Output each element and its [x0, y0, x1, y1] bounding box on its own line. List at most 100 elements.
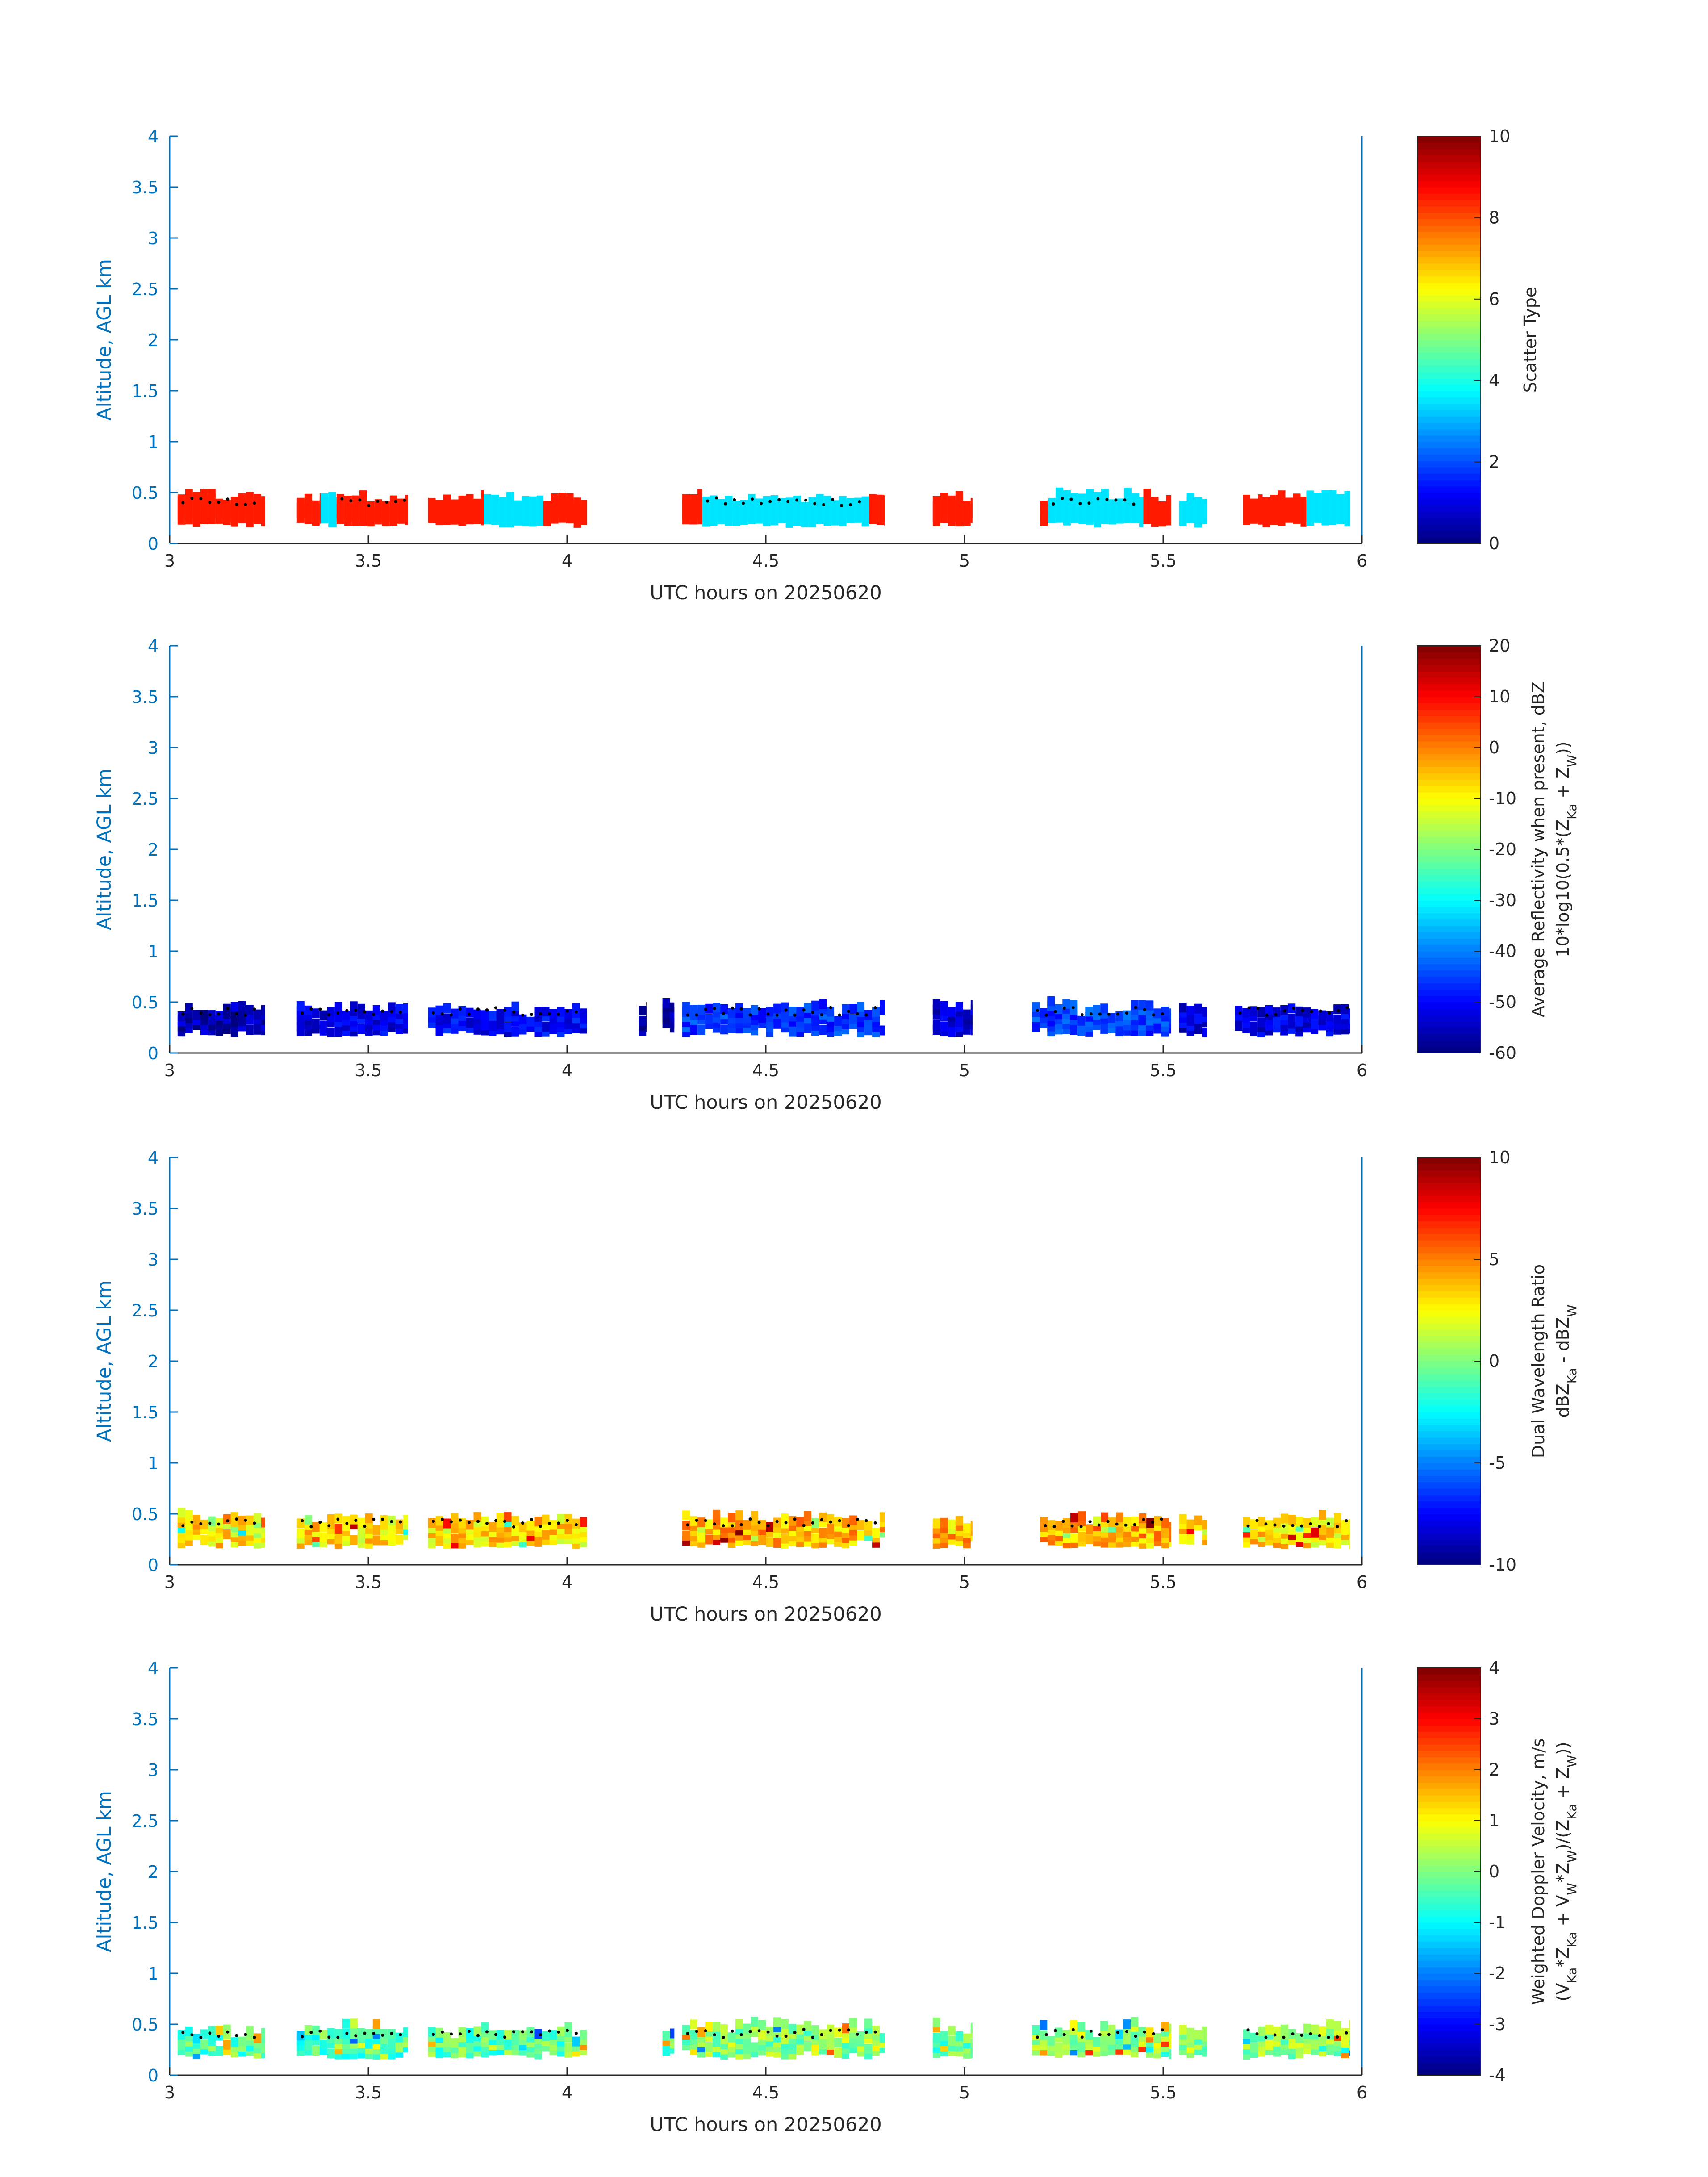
- data-cell: [573, 497, 581, 508]
- data-cell: [940, 1517, 948, 1528]
- colorbar-step: [1417, 1040, 1481, 1047]
- colorbar-step: [1417, 2031, 1481, 2038]
- marker-dot: [1052, 1525, 1056, 1529]
- colorbar-step: [1417, 913, 1481, 920]
- colorbar-step: [1417, 1738, 1481, 1745]
- data-cell: [796, 1007, 804, 1017]
- data-segment: [484, 492, 543, 527]
- marker-dot: [557, 1013, 560, 1016]
- marker-dot: [199, 2036, 203, 2039]
- marker-dot: [1291, 1524, 1295, 1527]
- marker-dot: [476, 1520, 480, 1523]
- marker-dot: [208, 1013, 212, 1016]
- colorbar-step: [1417, 703, 1481, 710]
- data-cell: [670, 1002, 675, 1012]
- data-cell: [405, 500, 408, 510]
- marker-dot: [575, 1523, 578, 1526]
- data-cell: [549, 1009, 557, 1019]
- colorbar-step: [1417, 448, 1481, 455]
- data-cell: [720, 1004, 728, 1014]
- data-cell: [253, 1009, 261, 1020]
- data-cell: [1285, 497, 1293, 508]
- colorbar-step: [1417, 346, 1481, 353]
- marker-dot: [1089, 2029, 1093, 2033]
- marker-dot: [181, 2031, 185, 2034]
- colorbar-step: [1417, 2011, 1481, 2018]
- colorbar-step: [1417, 1973, 1481, 1980]
- colorbar-step: [1417, 2043, 1481, 2050]
- data-cell: [372, 2019, 380, 2029]
- marker-dot: [199, 497, 203, 501]
- data-cell: [1138, 1000, 1146, 1010]
- data-cell: [403, 1008, 408, 1019]
- colorbar-step: [1417, 1719, 1481, 1726]
- marker-dot: [336, 1011, 340, 1015]
- marker-dot: [363, 1525, 367, 1528]
- data-cell: [682, 1002, 690, 1012]
- data-cell: [690, 2019, 698, 2030]
- marker-dot: [1114, 498, 1118, 502]
- marker-dot: [208, 501, 212, 504]
- data-segment: [932, 999, 973, 1037]
- colorbar-step: [1417, 1916, 1481, 1923]
- data-cells: [177, 996, 1350, 1037]
- data-cell: [458, 495, 466, 506]
- colorbar-step: [1417, 2056, 1481, 2063]
- marker-dot: [686, 1523, 689, 1527]
- data-cell: [336, 507, 337, 518]
- marker-dot: [1071, 2028, 1075, 2031]
- colorbar-step: [1417, 1770, 1481, 1776]
- marker-dot: [521, 2030, 524, 2034]
- data-cell: [811, 1533, 819, 1543]
- data-cell: [522, 496, 530, 506]
- marker-dot: [811, 1521, 814, 1525]
- y-axis-label: Altitude, AGL km: [93, 1280, 116, 1442]
- data-cell: [1146, 1518, 1154, 1528]
- data-cell: [443, 1003, 451, 1013]
- data-cell: [811, 1000, 819, 1011]
- data-cell: [1250, 498, 1258, 509]
- data-cell: [336, 497, 337, 507]
- data-cell: [1169, 1008, 1171, 1019]
- data-cell: [751, 2042, 759, 2052]
- marker-dot: [226, 497, 230, 501]
- x-tick-label: 5: [959, 2083, 970, 2102]
- data-cell: [1311, 1019, 1319, 1029]
- data-cell: [1153, 1008, 1161, 1019]
- colorbar-step: [1417, 1954, 1481, 1961]
- data-cell: [1349, 1019, 1350, 1029]
- y-tick-label: 0: [148, 1044, 159, 1063]
- data-cell: [1318, 1010, 1326, 1020]
- data-cell: [1202, 514, 1207, 524]
- data-cell: [1169, 2039, 1171, 2049]
- marker-dot: [873, 1521, 877, 1525]
- data-segment: [336, 490, 408, 527]
- marker-dot: [548, 1012, 551, 1015]
- marker-dot: [217, 1012, 221, 1016]
- colorbar-step: [1417, 862, 1481, 869]
- y-tick-label: 0.5: [132, 1504, 159, 1524]
- colorbar-step: [1417, 811, 1481, 818]
- y-tick-label: 3: [148, 1760, 159, 1780]
- data-cell: [1186, 1006, 1194, 1016]
- data-cell: [319, 498, 321, 509]
- data-cell: [1131, 1000, 1139, 1010]
- data-cell: [725, 496, 733, 506]
- data-cell: [735, 2019, 743, 2029]
- marker-dot: [704, 2029, 707, 2032]
- marker-dot: [345, 2031, 349, 2035]
- marker-dot: [1062, 1007, 1066, 1010]
- colorbar-step: [1417, 1002, 1481, 1009]
- colorbar-step: [1417, 2005, 1481, 2012]
- data-cell: [481, 2022, 489, 2032]
- y-tick-label: 3.5: [132, 1199, 159, 1219]
- data-segment: [428, 2022, 587, 2060]
- data-cell: [940, 1001, 948, 1011]
- data-cell: [1070, 1533, 1078, 1543]
- marker-dot: [1327, 1522, 1330, 1525]
- colorbar-step: [1417, 1890, 1481, 1897]
- data-cell: [1341, 2038, 1349, 2048]
- y-axis-label: Altitude, AGL km: [93, 259, 116, 421]
- data-cell: [970, 2038, 973, 2048]
- data-cell: [1202, 1525, 1207, 1535]
